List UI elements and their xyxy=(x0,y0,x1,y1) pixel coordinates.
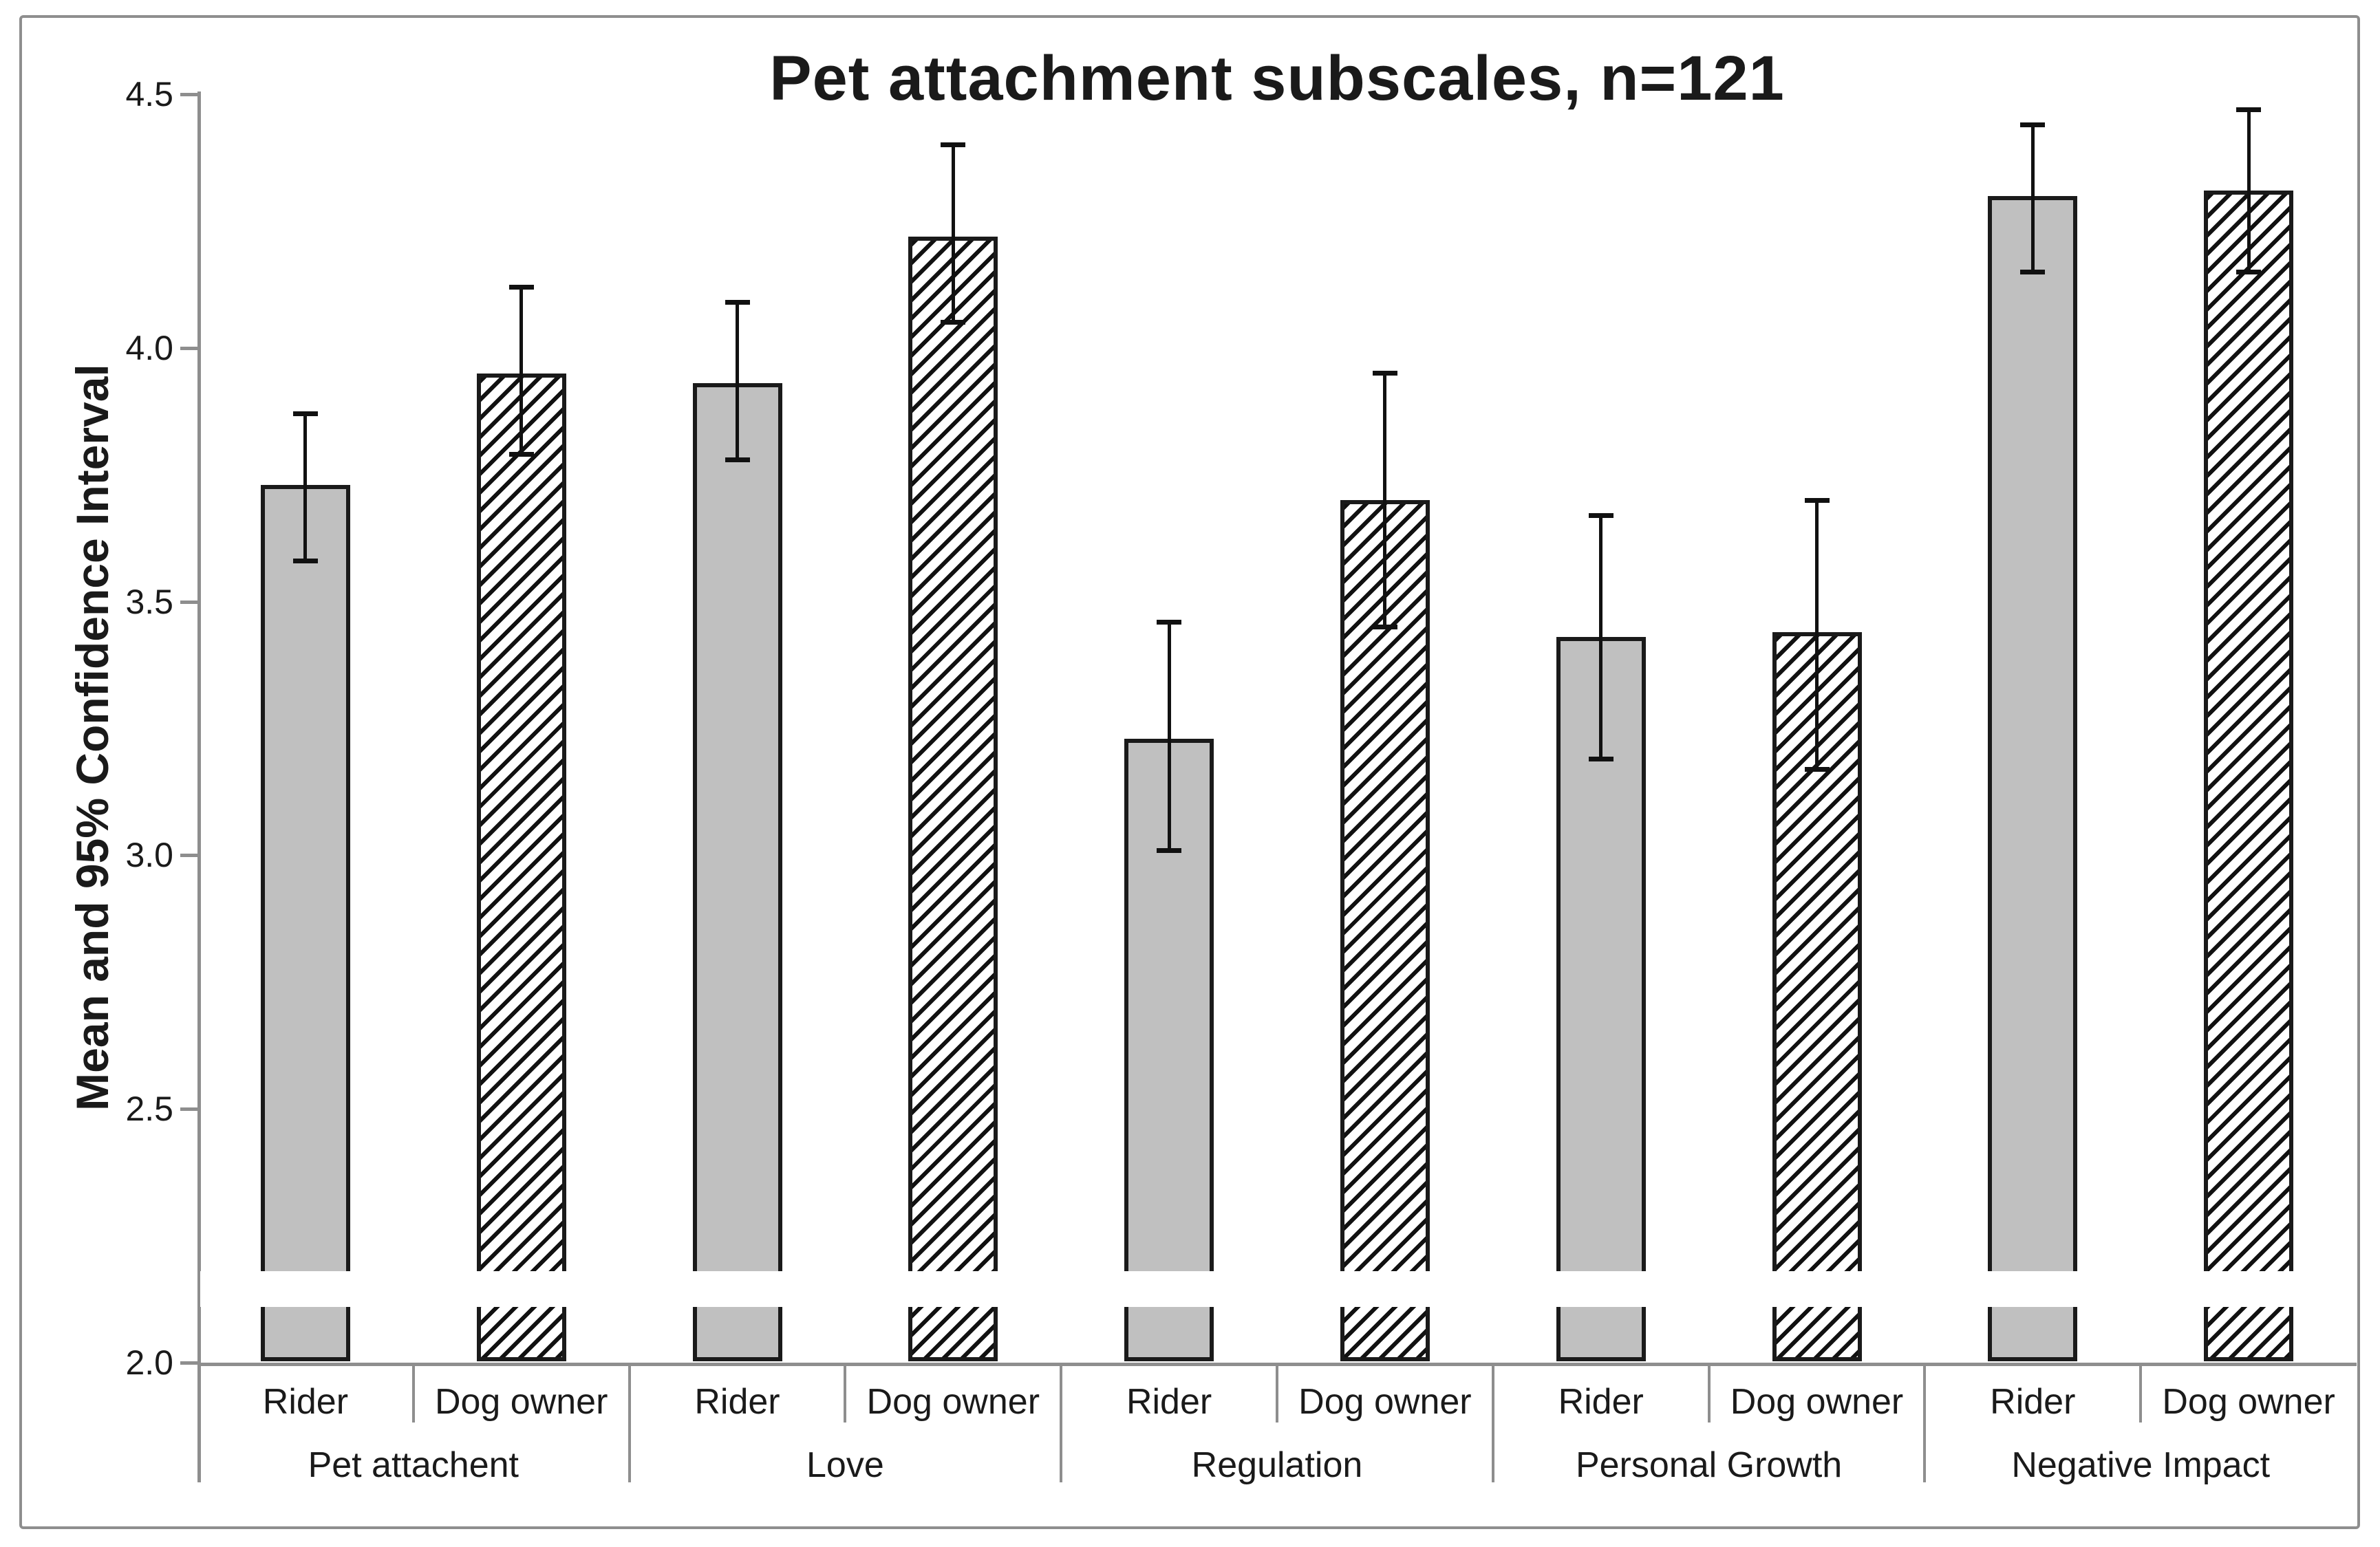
series-divider xyxy=(2139,1366,2143,1422)
series-divider xyxy=(844,1366,847,1422)
error-bar-cap-bottom xyxy=(292,559,318,564)
x-group-label: Personal Growth xyxy=(1575,1445,1843,1485)
y-axis-title: Mean and 95% Confidence Interval xyxy=(67,364,118,1111)
x-series-label: Dog owner xyxy=(434,1382,608,1422)
y-tick-label: 3.5 xyxy=(125,582,173,621)
bar-rider xyxy=(1988,195,2078,1361)
y-tick-mark xyxy=(180,346,197,350)
error-bar-cap-top xyxy=(1157,619,1182,625)
y-tick-label: 3.0 xyxy=(125,836,173,875)
x-series-label: Rider xyxy=(1126,1382,1212,1422)
y-tick-label: 4.5 xyxy=(125,75,173,113)
chart-title: Pet attachment subscales, n=121 xyxy=(769,43,1785,113)
x-series-label: Dog owner xyxy=(1298,1382,1472,1422)
x-axis-line xyxy=(197,1363,2357,1366)
error-bar-cap-top xyxy=(292,411,318,417)
error-bar-cap-bottom xyxy=(508,452,534,457)
x-group-label: Regulation xyxy=(1191,1445,1363,1485)
y-tick-mark xyxy=(180,93,197,96)
x-group-label: Pet attachent xyxy=(308,1445,519,1485)
error-bar-cap-top xyxy=(725,299,750,305)
x-series-label: Rider xyxy=(262,1382,349,1422)
error-bar-line xyxy=(303,413,308,561)
group-divider xyxy=(1923,1366,1927,1482)
y-tick-mark xyxy=(180,854,197,858)
y-axis-line xyxy=(197,91,201,1482)
y-tick-label: 4.0 xyxy=(125,328,173,367)
y-tick-mark xyxy=(180,1361,197,1365)
y-tick-mark xyxy=(180,1107,197,1112)
error-bar-cap-top xyxy=(508,284,534,290)
x-group-label: Negative Impact xyxy=(2011,1445,2271,1485)
bar-dog-owner xyxy=(1772,631,1862,1361)
error-bar-line xyxy=(1599,515,1603,759)
y-tick-mark xyxy=(180,600,197,604)
error-bar-cap-bottom xyxy=(941,320,966,325)
y-tick-label: 2.0 xyxy=(125,1343,173,1382)
error-bar-cap-top xyxy=(2236,107,2262,112)
error-bar-cap-bottom xyxy=(1804,766,1830,772)
error-bar-line xyxy=(2247,109,2251,272)
error-bar-line xyxy=(1167,622,1171,850)
error-bar-line xyxy=(1815,500,1819,769)
error-bar-cap-bottom xyxy=(1157,847,1182,853)
x-series-label: Dog owner xyxy=(2162,1382,2335,1422)
error-bar-cap-top xyxy=(1372,371,1397,376)
error-bar-line xyxy=(951,144,955,323)
error-bar-line xyxy=(519,287,524,455)
axis-break-band xyxy=(200,1271,2355,1307)
error-bar-line xyxy=(2030,125,2035,272)
bar-rider xyxy=(260,484,350,1361)
group-divider xyxy=(1491,1366,1494,1482)
error-bar-cap-bottom xyxy=(2020,269,2046,274)
error-bar-cap-bottom xyxy=(725,457,750,462)
error-bar-line xyxy=(736,302,739,460)
group-divider xyxy=(628,1366,631,1482)
error-bar-line xyxy=(1383,373,1387,627)
bar-dog-owner xyxy=(908,236,998,1361)
error-bar-cap-top xyxy=(1588,512,1614,518)
x-series-label: Rider xyxy=(1990,1382,2076,1422)
bar-rider xyxy=(692,383,782,1361)
series-divider xyxy=(411,1366,415,1422)
error-bar-cap-bottom xyxy=(2236,269,2262,274)
error-bar-cap-bottom xyxy=(1372,624,1397,629)
bar-dog-owner xyxy=(2204,191,2294,1361)
error-bar-cap-top xyxy=(2020,122,2046,127)
x-series-label: Dog owner xyxy=(866,1382,1040,1422)
x-series-label: Rider xyxy=(694,1382,780,1422)
error-bar-cap-top xyxy=(1804,497,1830,503)
x-group-label: Love xyxy=(806,1445,884,1485)
error-bar-cap-top xyxy=(941,142,966,148)
x-series-label: Rider xyxy=(1558,1382,1644,1422)
error-bar-cap-bottom xyxy=(1588,756,1614,761)
group-divider xyxy=(1060,1366,1063,1482)
series-divider xyxy=(1276,1366,1278,1422)
x-series-label: Dog owner xyxy=(1730,1382,1904,1422)
bar-dog-owner xyxy=(476,373,566,1361)
y-tick-label: 2.5 xyxy=(125,1090,173,1129)
series-divider xyxy=(1707,1366,1711,1422)
